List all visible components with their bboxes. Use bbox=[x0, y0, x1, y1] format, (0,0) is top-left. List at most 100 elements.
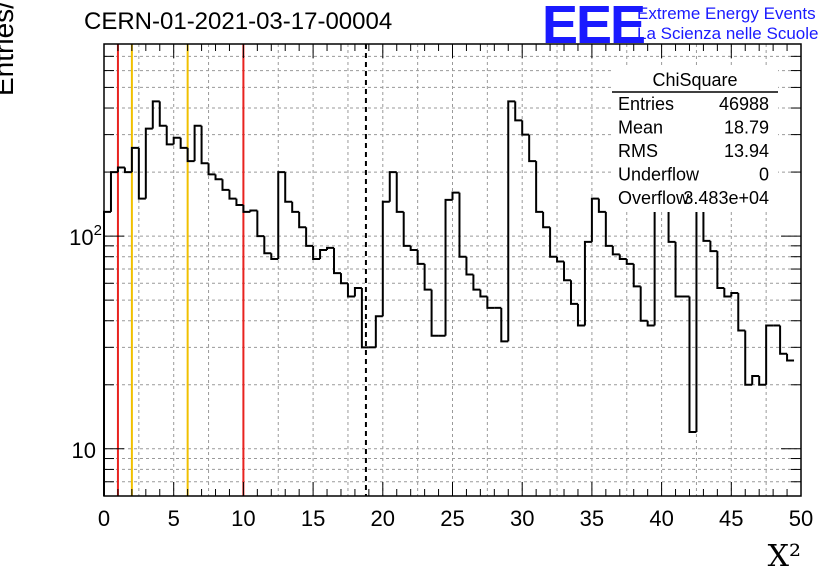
histogram-bin bbox=[632, 263, 641, 288]
histogram-bin bbox=[611, 245, 620, 256]
histogram-bin bbox=[319, 249, 328, 260]
histogram-bin bbox=[395, 172, 404, 213]
x-tick-label: 40 bbox=[649, 506, 673, 531]
histogram-bin bbox=[765, 324, 774, 385]
histogram-bin bbox=[103, 210, 111, 496]
histogram-bin bbox=[542, 211, 551, 229]
histogram-bin bbox=[535, 161, 544, 213]
histogram-bin bbox=[353, 287, 362, 297]
histogram-bin bbox=[305, 227, 314, 247]
histogram-bin bbox=[751, 374, 760, 385]
histogram-bin bbox=[416, 250, 425, 265]
stats-value: 0 bbox=[759, 165, 769, 185]
histogram-bin bbox=[500, 307, 509, 343]
stats-title: ChiSquare bbox=[652, 70, 737, 90]
x-tick-label: 5 bbox=[168, 506, 180, 531]
histogram-bin bbox=[207, 163, 216, 176]
stats-value: 46988 bbox=[719, 94, 769, 114]
histogram-bin bbox=[779, 325, 788, 355]
histogram-bin bbox=[137, 147, 146, 200]
histogram-bin bbox=[179, 137, 188, 149]
histogram-bin bbox=[263, 236, 272, 255]
histogram-bin bbox=[688, 296, 697, 433]
histogram-bin bbox=[723, 288, 732, 298]
histogram-bin bbox=[277, 171, 286, 260]
histogram-bin bbox=[486, 296, 495, 309]
histogram-bin bbox=[549, 227, 558, 258]
x-tick-label: 45 bbox=[719, 506, 743, 531]
histogram-bin bbox=[193, 124, 202, 162]
histogram-bin bbox=[235, 198, 244, 207]
histogram-bin bbox=[116, 166, 125, 173]
x-tick-label: 10 bbox=[231, 506, 255, 531]
histogram-bin bbox=[172, 136, 181, 145]
histogram-bin bbox=[123, 167, 132, 174]
histogram-bin bbox=[569, 280, 578, 305]
histogram-bin bbox=[695, 191, 704, 432]
histogram-bin bbox=[465, 256, 474, 276]
histogram-bin bbox=[618, 254, 627, 261]
histogram-bin bbox=[214, 174, 223, 181]
histogram-bin bbox=[653, 198, 662, 326]
histogram-bin bbox=[388, 171, 397, 202]
histogram-bin bbox=[381, 200, 390, 317]
y-tick-label: 102 bbox=[69, 222, 102, 250]
histogram-bin bbox=[360, 288, 369, 349]
histogram-bin bbox=[186, 147, 195, 163]
histogram-bin bbox=[346, 283, 355, 298]
histogram-bin bbox=[528, 134, 537, 163]
histogram-bin bbox=[151, 100, 160, 129]
histogram-bin bbox=[625, 259, 634, 265]
histogram-bin bbox=[709, 240, 718, 253]
histogram-bin bbox=[130, 146, 139, 173]
histogram-bin bbox=[472, 274, 481, 291]
histogram-bin bbox=[451, 191, 460, 200]
histogram-bin bbox=[597, 198, 606, 213]
histogram-bin bbox=[576, 303, 585, 327]
histogram-bin bbox=[444, 198, 453, 336]
histogram-bin bbox=[333, 247, 341, 275]
histogram-bin bbox=[144, 127, 153, 199]
histogram-bin bbox=[256, 210, 265, 238]
histogram-bin bbox=[646, 320, 655, 327]
x-tick-label: 20 bbox=[371, 506, 395, 531]
histogram-bin bbox=[758, 375, 767, 386]
histogram-bin bbox=[409, 245, 418, 252]
x-axis-label: X² bbox=[768, 539, 801, 572]
histogram-bin bbox=[521, 120, 530, 136]
histogram-bin bbox=[270, 253, 279, 261]
stats-label: Entries bbox=[618, 94, 674, 114]
histogram-bin bbox=[158, 101, 167, 127]
stats-box bbox=[612, 66, 778, 212]
histogram-bin bbox=[556, 256, 565, 263]
histogram-bin bbox=[744, 330, 753, 386]
stats-label: Overflow bbox=[618, 188, 690, 208]
eee-logo: EEE bbox=[542, 0, 646, 55]
histogram-bin bbox=[221, 179, 230, 191]
histogram-bin bbox=[339, 273, 348, 285]
histogram-bin bbox=[402, 211, 411, 247]
histogram-bin bbox=[423, 263, 432, 291]
histogram-bin bbox=[242, 205, 251, 213]
stats-value: 13.94 bbox=[724, 141, 769, 161]
histogram-bin bbox=[326, 246, 335, 251]
stats-value: 3.483e+04 bbox=[683, 188, 769, 208]
histogram-bin bbox=[165, 125, 174, 146]
histogram-bin bbox=[312, 245, 321, 261]
stats-label: Mean bbox=[618, 118, 663, 138]
logo-subtitle-2: La Scienza nelle Scuole bbox=[637, 24, 819, 43]
histogram-bin bbox=[374, 315, 383, 348]
histogram-bin bbox=[479, 289, 488, 298]
histogram-bin bbox=[737, 293, 746, 332]
histogram-bin bbox=[730, 292, 739, 297]
x-tick-label: 35 bbox=[580, 506, 604, 531]
histogram-bin bbox=[298, 211, 307, 229]
histogram-bin bbox=[200, 125, 209, 165]
x-tick-label: 30 bbox=[510, 506, 534, 531]
stats-value: 18.79 bbox=[724, 118, 769, 138]
histogram-bin bbox=[514, 101, 523, 122]
histogram-bin bbox=[109, 171, 118, 212]
histogram-bin bbox=[228, 189, 237, 200]
histogram-bin bbox=[590, 197, 599, 242]
